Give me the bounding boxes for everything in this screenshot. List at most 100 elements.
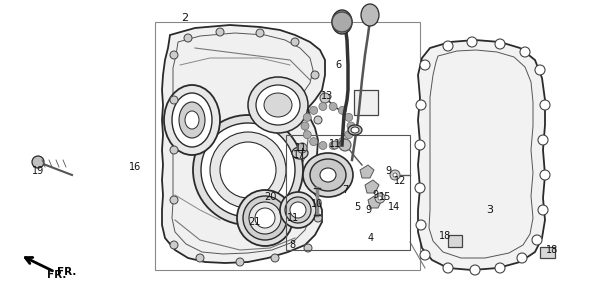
Circle shape (345, 131, 353, 139)
Ellipse shape (248, 77, 308, 133)
Ellipse shape (185, 111, 199, 129)
Text: 18: 18 (546, 245, 558, 255)
Circle shape (495, 263, 505, 273)
Circle shape (345, 113, 353, 121)
Circle shape (332, 12, 352, 32)
Text: 11: 11 (329, 139, 341, 149)
Circle shape (310, 138, 317, 146)
Circle shape (495, 39, 505, 49)
Circle shape (170, 96, 178, 104)
Polygon shape (365, 180, 379, 193)
Circle shape (236, 258, 244, 266)
Circle shape (416, 100, 426, 110)
Circle shape (311, 71, 319, 79)
Ellipse shape (193, 115, 303, 225)
Text: 9: 9 (365, 205, 371, 215)
Text: 13: 13 (321, 91, 333, 101)
Ellipse shape (210, 132, 286, 208)
Circle shape (393, 173, 397, 177)
Polygon shape (360, 165, 374, 178)
Circle shape (184, 34, 192, 42)
Text: 17: 17 (293, 150, 305, 160)
Polygon shape (418, 40, 545, 270)
Circle shape (314, 214, 322, 222)
Polygon shape (354, 90, 378, 115)
Circle shape (540, 100, 550, 110)
Ellipse shape (320, 168, 336, 182)
Text: 21: 21 (248, 217, 260, 227)
Circle shape (314, 166, 322, 174)
Text: FR.: FR. (47, 270, 67, 280)
Circle shape (538, 205, 548, 215)
Circle shape (540, 170, 550, 180)
Circle shape (517, 253, 527, 263)
Text: 7: 7 (342, 185, 348, 195)
Ellipse shape (264, 93, 292, 117)
Circle shape (303, 113, 312, 121)
Circle shape (319, 103, 327, 110)
Circle shape (319, 141, 327, 150)
Ellipse shape (285, 197, 311, 223)
Ellipse shape (164, 85, 220, 155)
Text: 9: 9 (372, 190, 378, 200)
Circle shape (329, 141, 337, 150)
Circle shape (271, 254, 279, 262)
Ellipse shape (201, 123, 295, 217)
Text: 19: 19 (32, 166, 44, 176)
Ellipse shape (303, 153, 353, 197)
Ellipse shape (290, 202, 306, 218)
Circle shape (291, 38, 299, 46)
Ellipse shape (32, 156, 44, 168)
Ellipse shape (172, 93, 212, 147)
Text: 11: 11 (287, 213, 299, 223)
Circle shape (420, 250, 430, 260)
Ellipse shape (256, 85, 300, 125)
Circle shape (443, 263, 453, 273)
Ellipse shape (220, 142, 276, 198)
Circle shape (338, 138, 346, 146)
Ellipse shape (310, 159, 346, 191)
Ellipse shape (280, 192, 316, 228)
Text: 10: 10 (311, 199, 323, 209)
Text: 14: 14 (388, 202, 400, 212)
Text: 16: 16 (129, 162, 141, 172)
Circle shape (470, 265, 480, 275)
Circle shape (320, 93, 330, 103)
Text: 15: 15 (379, 192, 391, 202)
Ellipse shape (179, 102, 205, 138)
Circle shape (467, 37, 477, 47)
Text: 6: 6 (335, 60, 341, 70)
Circle shape (415, 183, 425, 193)
Ellipse shape (237, 190, 293, 246)
Text: FR.: FR. (57, 267, 76, 277)
Circle shape (538, 135, 548, 145)
Circle shape (415, 140, 425, 150)
Circle shape (297, 143, 307, 153)
Circle shape (338, 106, 346, 114)
Circle shape (420, 60, 430, 70)
Text: 12: 12 (394, 176, 406, 186)
Text: 8: 8 (289, 240, 295, 250)
Circle shape (331, 141, 339, 149)
Text: 18: 18 (439, 231, 451, 241)
Ellipse shape (361, 4, 379, 26)
Circle shape (443, 41, 453, 51)
Text: 3: 3 (487, 205, 493, 215)
Circle shape (256, 29, 264, 37)
Circle shape (304, 244, 312, 252)
Ellipse shape (255, 208, 275, 228)
Circle shape (535, 65, 545, 75)
Text: 11: 11 (295, 143, 307, 153)
Circle shape (170, 146, 178, 154)
Polygon shape (368, 195, 382, 208)
Polygon shape (162, 25, 325, 263)
Circle shape (347, 122, 355, 130)
Circle shape (520, 47, 530, 57)
Text: 4: 4 (368, 233, 374, 243)
Circle shape (170, 196, 178, 204)
Circle shape (314, 116, 322, 124)
Ellipse shape (292, 147, 308, 159)
Circle shape (301, 122, 309, 130)
Circle shape (196, 254, 204, 262)
Circle shape (329, 103, 337, 110)
